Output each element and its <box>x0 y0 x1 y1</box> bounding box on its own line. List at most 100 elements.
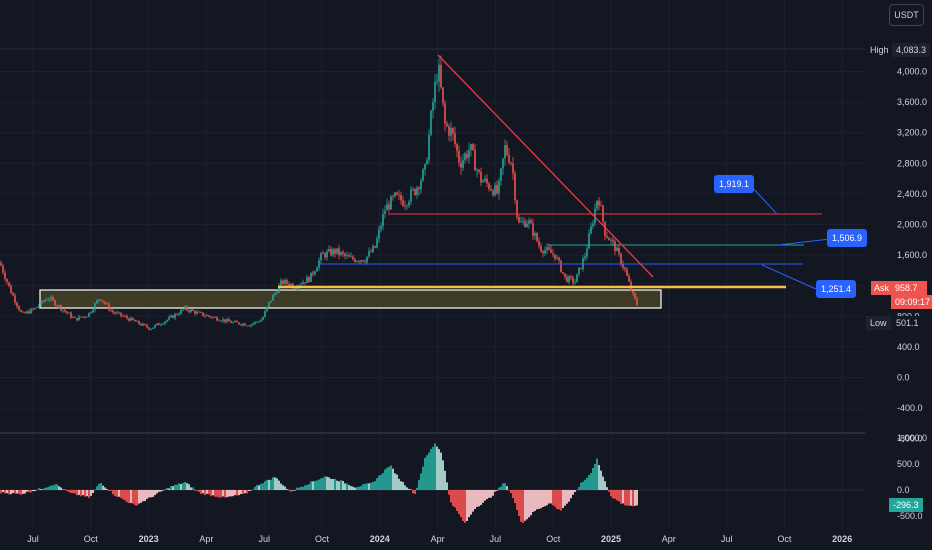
candle-body <box>134 320 136 322</box>
oscillator-bar <box>430 448 432 490</box>
oscillator-bar <box>362 484 364 490</box>
candle-body <box>236 321 238 323</box>
candle-body <box>86 316 88 318</box>
candle-body <box>94 303 96 310</box>
candle-body <box>204 315 206 317</box>
candle-body <box>44 300 46 302</box>
candle-body <box>466 153 468 158</box>
oscillator-bar <box>566 490 568 504</box>
candle-body <box>100 299 102 301</box>
time-tick-label: 2026 <box>832 534 852 544</box>
oscillator-bar <box>372 481 374 490</box>
candle-body <box>504 145 506 159</box>
oscillator-bar <box>274 477 276 490</box>
candle-body <box>276 292 278 294</box>
candle-body <box>418 187 420 190</box>
candle-body <box>8 282 10 286</box>
oscillator-bar <box>314 480 316 490</box>
oscillator-bar <box>596 458 598 490</box>
candle-body <box>66 311 68 313</box>
candle-body <box>400 194 402 201</box>
oscillator-bar <box>398 478 400 490</box>
candle-body <box>316 267 318 272</box>
candle-body <box>142 323 144 326</box>
oscillator-bar <box>186 483 188 490</box>
oscillator-bar <box>156 490 158 494</box>
oscillator-bar <box>594 463 596 490</box>
candle-body <box>502 158 504 169</box>
time-tick-label: Jul <box>490 534 502 544</box>
candle-body <box>268 301 270 307</box>
oscillator-bar <box>246 490 248 494</box>
oscillator-bar <box>552 490 554 506</box>
oscillator-bar <box>500 486 502 490</box>
oscillator-bar <box>262 483 264 490</box>
oscillator-bar <box>408 488 410 490</box>
candle-body <box>344 253 346 256</box>
oscillator-bar <box>492 490 494 496</box>
candle-body <box>608 237 610 241</box>
candle-body <box>364 261 366 263</box>
candle-body <box>570 276 572 278</box>
candle-body <box>548 247 550 250</box>
oscillator-bar <box>288 489 290 491</box>
candle-body <box>38 305 40 308</box>
candle-body <box>604 221 606 237</box>
candle-body <box>282 280 284 284</box>
oscillator-bar <box>174 484 176 490</box>
candle-body <box>242 323 244 326</box>
candle-body <box>190 309 192 312</box>
candle-body <box>48 299 50 301</box>
oscillator-bar <box>634 490 636 506</box>
candle-body <box>534 233 536 236</box>
callout-level-1251[interactable]: 1,251.4 <box>816 280 857 298</box>
oscillator-bar <box>218 490 220 498</box>
oscillator-bar <box>16 490 18 494</box>
oscillator-axis[interactable]: 1,000.0 500.0 0.0 -500.0 <box>897 433 927 521</box>
low-value-badge: 501.1 <box>892 316 923 330</box>
descending-trendline[interactable] <box>437 54 654 278</box>
oscillator-bar <box>562 490 564 508</box>
callout-level-1506[interactable]: 1,506.9 <box>827 229 868 247</box>
candle-body <box>374 246 376 248</box>
candle-body <box>60 305 62 311</box>
currency-button[interactable]: USDT <box>889 4 924 26</box>
oscillator-bar <box>374 481 376 490</box>
price-axis[interactable]: 4,000.0 3,600.0 3,200.0 2,800.0 2,400.0 2,000… <box>897 67 927 444</box>
oscillator-bar <box>584 479 586 490</box>
oscillator-bar <box>234 490 236 496</box>
candle-body <box>168 317 170 320</box>
candle-body <box>46 299 48 301</box>
time-axis[interactable]: Jul Oct 2023 Apr Jul Oct 2024 Apr Jul Oct 2025 Apr J… <box>27 534 852 544</box>
candle-body <box>144 323 146 326</box>
oscillator-bar <box>128 490 130 504</box>
oscillator-bar <box>364 483 366 490</box>
time-tick-label: Jul <box>27 534 39 544</box>
oscillator-bar <box>78 490 80 495</box>
oscillator-bar <box>446 482 448 490</box>
callout-connector-1506 <box>777 238 831 246</box>
oscillator-bar <box>164 489 166 490</box>
candle-body <box>114 312 116 314</box>
oscillator-bar <box>68 490 70 492</box>
price-tick-label: 400.0 <box>897 342 920 352</box>
oscillator-bar <box>300 486 302 490</box>
oscillator-bar <box>626 490 628 506</box>
support-zone[interactable] <box>39 289 662 309</box>
candle-body <box>174 313 176 318</box>
callout-level-1919[interactable]: 1,919.1 <box>714 175 755 193</box>
candle-body <box>538 241 540 246</box>
candle-body <box>180 309 182 314</box>
oscillator-bar <box>346 483 348 490</box>
oscillator-bar <box>370 482 372 490</box>
candle-body <box>556 257 558 259</box>
price-tick-label: 4,000.0 <box>897 67 927 77</box>
oscillator-bar <box>264 481 266 490</box>
oscillator-bar <box>376 478 378 490</box>
candle-body <box>218 320 220 322</box>
candle-body <box>252 323 254 325</box>
oscillator-bar <box>380 474 382 490</box>
oscillator-bar <box>434 443 436 490</box>
oscillator-tick-label: 0.0 <box>897 485 910 495</box>
